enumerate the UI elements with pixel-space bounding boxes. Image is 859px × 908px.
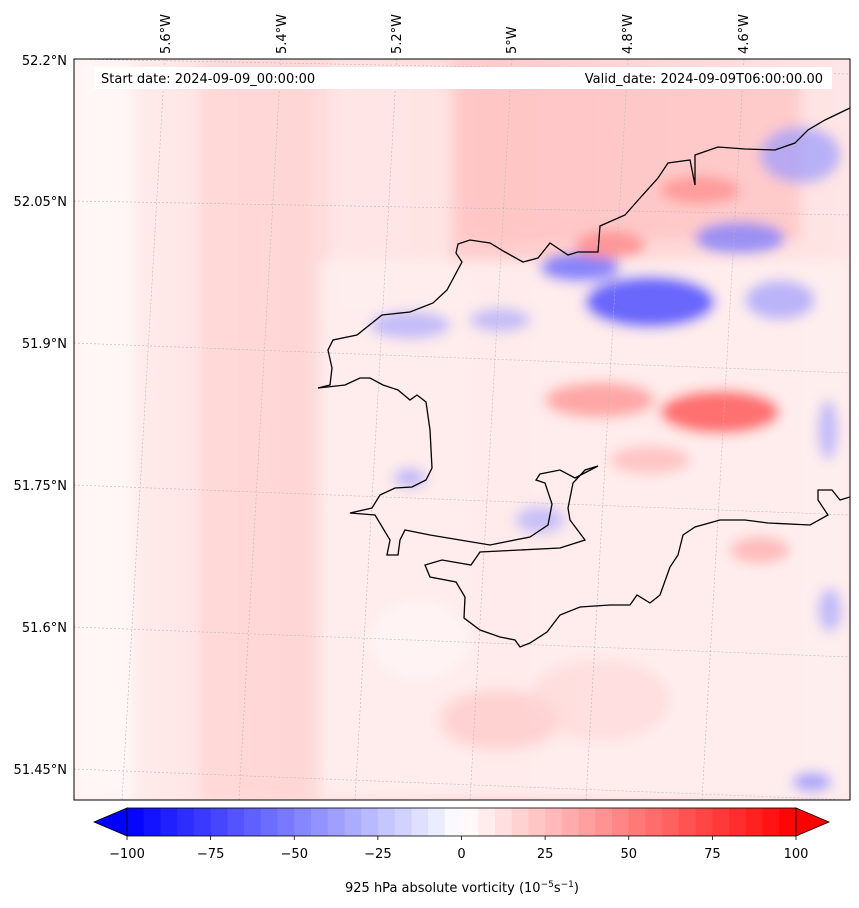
colorbar-cells <box>127 808 797 836</box>
colorbar-cell <box>779 808 797 836</box>
colorbar-cell <box>327 808 346 836</box>
colorbar-cell <box>461 808 479 836</box>
latitude-labels: 52.2°N 52.05°N 51.9°N 51.75°N 51.6°N 51.… <box>14 54 67 778</box>
lon-label: 5.4°W <box>275 14 290 54</box>
colorbar-cell <box>294 808 312 836</box>
colorbar-cell <box>662 808 680 836</box>
colorbar-extend-high <box>795 807 831 837</box>
colorbar-cell <box>277 808 295 836</box>
start-date-text: Start date: 2024-09-09_00:00:00 <box>101 72 315 87</box>
lat-label: 51.9°N <box>22 337 67 352</box>
colorbar-cell <box>444 808 463 836</box>
colorbar-cell <box>227 808 245 836</box>
lon-label: 5.6°W <box>159 14 174 54</box>
colorbar-cell <box>494 808 513 836</box>
colorbar-cell <box>310 808 329 836</box>
colorbar-cell <box>344 808 362 836</box>
lat-label: 51.75°N <box>14 479 67 494</box>
lat-label: 51.6°N <box>22 621 67 636</box>
lat-label: 52.2°N <box>22 54 67 69</box>
colorbar-cell <box>561 808 580 836</box>
colorbar-cell <box>528 808 546 836</box>
colorbar-tick-label: −100 <box>109 847 145 862</box>
coastline <box>317 107 850 648</box>
colorbar-cell <box>578 808 596 836</box>
colorbar-ticks: −100 −75 −50 −25 0 25 50 75 100 <box>109 836 808 862</box>
colorbar-tick-label: −75 <box>197 847 224 862</box>
lat-label: 52.05°N <box>14 195 67 210</box>
colorbar-cell <box>762 808 780 836</box>
colorbar-cell <box>511 808 530 836</box>
colorbar-cell <box>745 808 764 836</box>
lon-label: 4.8°W <box>621 14 636 54</box>
lat-label: 51.45°N <box>14 763 67 778</box>
colorbar: −100 −75 −50 −25 0 25 50 75 100 925 hPa absolute… <box>92 807 831 896</box>
colorbar-label: 925 hPa absolute vorticity (10−5s−1) <box>345 880 579 896</box>
colorbar-cell <box>628 808 647 836</box>
colorbar-cell <box>595 808 613 836</box>
longitude-labels: 5.6°W 5.4°W 5.2°W 5°W 4.8°W 4.6°W <box>159 14 752 54</box>
colorbar-cell <box>210 808 228 836</box>
colorbar-cell <box>394 808 412 836</box>
colorbar-cell <box>260 808 279 836</box>
colorbar-cell <box>193 808 212 836</box>
colorbar-cell <box>645 808 663 836</box>
colorbar-cell <box>428 808 446 836</box>
colorbar-cell <box>244 808 262 836</box>
colorbar-cell <box>729 808 747 836</box>
colorbar-extend-low <box>92 807 128 837</box>
colorbar-cell <box>361 808 379 836</box>
lon-label: 5°W <box>505 26 520 54</box>
colorbar-cell <box>712 808 730 836</box>
colorbar-cell <box>612 808 630 836</box>
colorbar-tick-label: 75 <box>704 847 721 862</box>
colorbar-cell <box>127 808 145 836</box>
colorbar-cell <box>377 808 396 836</box>
date-banner: Start date: 2024-09-09_00:00:00 Valid_da… <box>94 67 832 89</box>
colorbar-cell <box>177 808 195 836</box>
colorbar-cell <box>678 808 697 836</box>
colorbar-tick-label: −50 <box>281 847 308 862</box>
colorbar-tick-label: 100 <box>784 847 809 862</box>
vorticity-field-features <box>74 59 850 800</box>
valid-date-text: Valid_date: 2024-09-09T06:00:00.00 <box>585 72 823 87</box>
map-frame <box>73 58 851 801</box>
colorbar-cell <box>143 808 162 836</box>
map-panel: Start date: 2024-09-09_00:00:00 Valid_da… <box>74 59 850 800</box>
colorbar-cell <box>545 808 563 836</box>
lon-label: 4.6°W <box>737 14 752 54</box>
colorbar-cell <box>695 808 713 836</box>
colorbar-tick-label: 25 <box>537 847 554 862</box>
colorbar-tick-label: 50 <box>620 847 637 862</box>
colorbar-cell <box>160 808 178 836</box>
lon-label: 5.2°W <box>390 14 405 54</box>
colorbar-cell <box>411 808 429 836</box>
graticule <box>74 59 850 800</box>
colorbar-tick-label: 0 <box>457 847 465 862</box>
colorbar-cell <box>478 808 496 836</box>
colorbar-tick-label: −25 <box>364 847 391 862</box>
